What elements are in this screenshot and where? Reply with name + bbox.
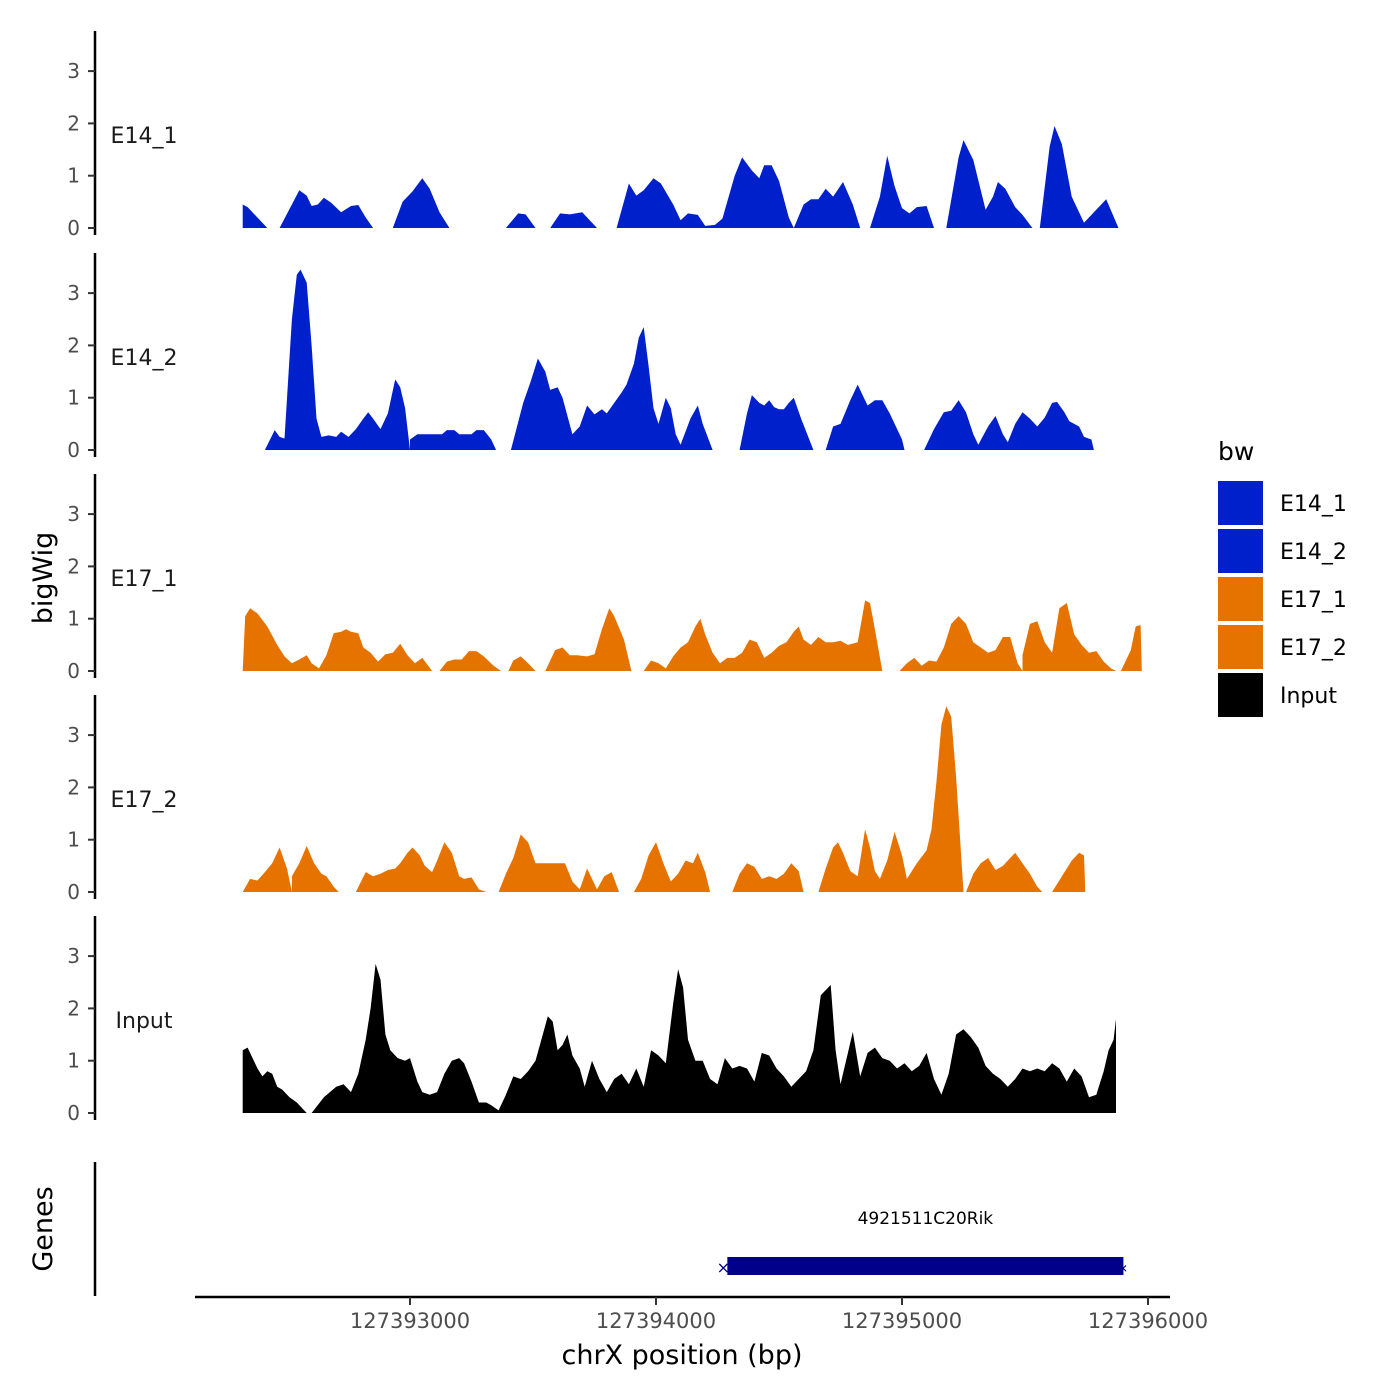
legend-swatch [1218, 625, 1263, 669]
legend-label: E17_1 [1280, 588, 1347, 613]
legend-label: E14_2 [1280, 540, 1347, 565]
coverage-area-E14_1 [242, 126, 1119, 228]
legend-label: Input [1280, 684, 1337, 709]
y-tick-label: 0 [67, 438, 80, 462]
y-tick-label: 0 [67, 216, 80, 240]
legend-swatch [1218, 577, 1263, 621]
y-tick-label: 1 [67, 607, 80, 631]
panel-label: E14_1 [111, 124, 178, 149]
genes-track-title: Genes [28, 1186, 59, 1271]
legend-label: E14_1 [1280, 492, 1347, 517]
gene-body[interactable] [727, 1257, 1124, 1275]
x-tick-label: 127396000 [1088, 1309, 1208, 1333]
y-tick-label: 3 [67, 281, 80, 305]
panel-e17-1: 0 1 2 3 E17_1 [67, 474, 1142, 683]
y-tick-label: 1 [67, 386, 80, 410]
legend-swatch [1218, 673, 1263, 717]
gene-strand-marker: ‹ [1121, 1258, 1127, 1277]
y-tick-label: 3 [67, 723, 80, 747]
y-tick-label: 0 [67, 1101, 80, 1125]
y-tick-label: 2 [67, 111, 80, 135]
x-axis: 127393000 127394000 127395000 127396000 [195, 1295, 1208, 1333]
x-tick-label: 127394000 [596, 1309, 716, 1333]
panel-e14-2: 0 1 2 3 E14_2 [67, 253, 1094, 462]
y-axis-title: bigWig [28, 532, 59, 625]
genes-track: Genes 4921511C20Rik × ‹ [28, 1162, 1128, 1296]
legend: bw E14_1 E14_2 E17_1 E17_2 Input [1218, 437, 1347, 717]
x-tick-label: 127393000 [350, 1309, 470, 1333]
panel-label: E14_2 [111, 346, 178, 371]
panel-e17-2: 0 1 2 3 E17_2 [67, 695, 1086, 904]
coverage-area-E17_1 [242, 600, 1142, 671]
panel-label: E17_2 [111, 788, 178, 813]
y-tick-label: 1 [67, 164, 80, 188]
x-tick-label: 127395000 [842, 1309, 962, 1333]
y-tick-label: 2 [67, 554, 80, 578]
coverage-area-E17_2 [242, 706, 1086, 892]
panel-input: 0 1 2 3 Input [67, 916, 1116, 1125]
legend-title: bw [1218, 437, 1254, 466]
coverage-area-E14_2 [264, 269, 1094, 450]
y-tick-label: 1 [67, 828, 80, 852]
y-tick-label: 0 [67, 880, 80, 904]
legend-label: E17_2 [1280, 636, 1347, 661]
legend-swatch [1218, 529, 1263, 573]
gene-strand-marker: × [717, 1258, 730, 1277]
coverage-area-Input [242, 963, 1116, 1113]
panel-label: Input [116, 1009, 173, 1034]
coverage-panels: 0 1 2 3 E14_1 0 1 2 3 E14_2 0 1 2 3 E17_1 0 1 2 3 E17_2 0 1 2 3… [67, 31, 1142, 1125]
y-tick-label: 0 [67, 659, 80, 683]
gene-label: 4921511C20Rik [858, 1209, 994, 1229]
panel-label: E17_1 [111, 567, 178, 592]
y-tick-label: 3 [67, 59, 80, 83]
y-tick-label: 2 [67, 775, 80, 799]
panel-e14-1: 0 1 2 3 E14_1 [67, 31, 1119, 240]
y-tick-label: 3 [67, 944, 80, 968]
legend-swatch [1218, 481, 1263, 525]
x-axis-title: chrX position (bp) [561, 1340, 802, 1371]
y-tick-label: 2 [67, 996, 80, 1020]
y-tick-label: 3 [67, 502, 80, 526]
y-tick-label: 2 [67, 333, 80, 357]
y-tick-label: 1 [67, 1049, 80, 1073]
